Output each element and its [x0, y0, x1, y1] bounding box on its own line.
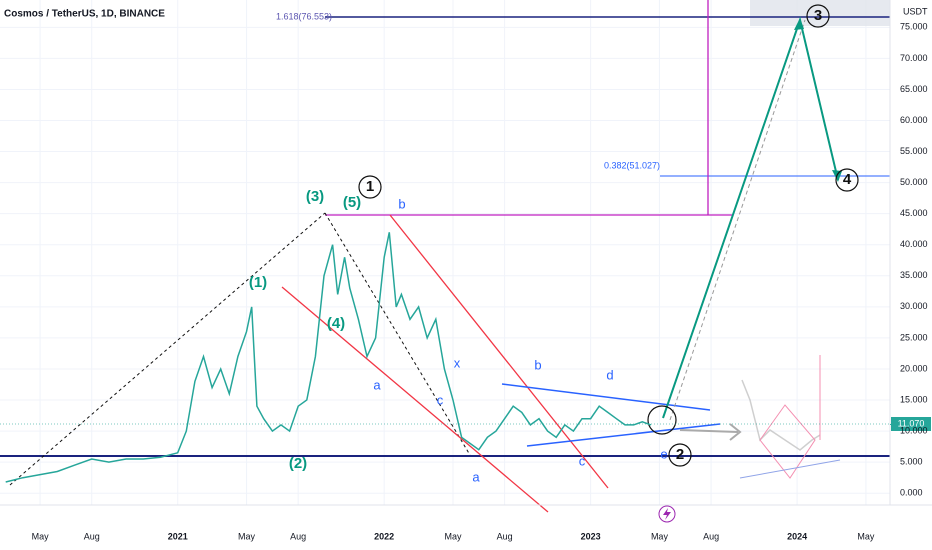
y-tick-label: 5.000 [900, 457, 923, 467]
x-tick-label: May [32, 531, 50, 541]
y-tick-label: 50.000 [900, 177, 928, 187]
wave-label: 1 [366, 178, 374, 195]
ghost-line [739, 459, 841, 479]
price-line [5, 232, 652, 483]
wave-label: (5) [343, 194, 361, 211]
wave-label: a [373, 377, 381, 392]
wave-label: c [437, 392, 444, 407]
y-tick-label: 35.000 [900, 270, 928, 280]
wave-label: 2 [676, 446, 684, 463]
channel-line [389, 214, 609, 489]
y-tick-label: 55.000 [900, 146, 928, 156]
y-tick-label: 0.000 [900, 488, 923, 498]
wave-circle [835, 168, 859, 192]
x-tick-label: Aug [290, 531, 306, 541]
wave-label: (3) [306, 188, 324, 205]
y-tick-label: 65.000 [900, 84, 928, 94]
wave-label: (1) [249, 274, 267, 291]
wave-label: d [606, 367, 613, 382]
wave-circle [668, 443, 692, 467]
wave-label: 1.618(76.553) [276, 11, 332, 21]
wave-label: e [660, 446, 667, 461]
wave-label: 4 [843, 171, 852, 188]
event-icon[interactable] [658, 505, 676, 523]
chart-title: Cosmos / TetherUS, 1D, BINANCE [4, 9, 165, 20]
x-tick-label: Aug [84, 531, 100, 541]
wave-label: (2) [289, 455, 307, 472]
y-tick-label: 30.000 [900, 301, 928, 311]
target-box [750, 0, 890, 26]
x-tick-label: Aug [497, 531, 513, 541]
x-tick-label: May [238, 531, 256, 541]
y-tick-label: 45.000 [900, 208, 928, 218]
projection-dashed [669, 19, 806, 421]
ghost-arrow [679, 429, 739, 433]
wave-label: b [534, 357, 541, 372]
wave-label: a [472, 469, 480, 484]
y-tick-label: 25.000 [900, 332, 928, 342]
x-tick-label: Aug [703, 531, 719, 541]
y-tick-label: 40.000 [900, 239, 928, 249]
wave-circle [806, 4, 830, 28]
currency-label: USDT [903, 6, 928, 16]
grid [0, 0, 890, 505]
x-tick-label: 2024 [787, 531, 807, 541]
y-tick-label: 15.000 [900, 394, 928, 404]
x-tick-label: May [857, 531, 875, 541]
triangle-line [526, 423, 721, 447]
wave-label: b [398, 196, 405, 211]
ghost-pattern [741, 379, 821, 451]
x-tick-label: May [651, 531, 669, 541]
last-price-badge [891, 417, 931, 431]
event-bolt [663, 508, 671, 520]
channel-line [281, 286, 549, 513]
last-price-label: 11.070 [898, 418, 925, 428]
x-tick-label: 2022 [374, 531, 394, 541]
ghost-diamond [759, 404, 816, 479]
ghost-arrow-head [729, 423, 742, 441]
highlight-circle [647, 405, 677, 435]
wave-label: x [454, 355, 461, 370]
dashed-trend [324, 212, 471, 456]
y-tick-label: 75.000 [900, 22, 928, 32]
x-tick-label: May [444, 531, 462, 541]
y-tick-label: 70.000 [900, 53, 928, 63]
measure-line [325, 0, 733, 216]
x-tick-label: 2023 [581, 531, 601, 541]
wave-label: 3 [814, 7, 822, 24]
x-tick-label: 2021 [168, 531, 188, 541]
y-tick-label: 60.000 [900, 115, 928, 125]
wave-label: c [579, 453, 586, 468]
wave-label: 0.382(51.027) [604, 160, 660, 170]
wave-label: (4) [327, 315, 345, 332]
y-tick-label: 10.000 [900, 425, 928, 435]
wave-circle [358, 175, 382, 199]
y-tick-label: 20.000 [900, 363, 928, 373]
arrow-head [794, 18, 804, 30]
